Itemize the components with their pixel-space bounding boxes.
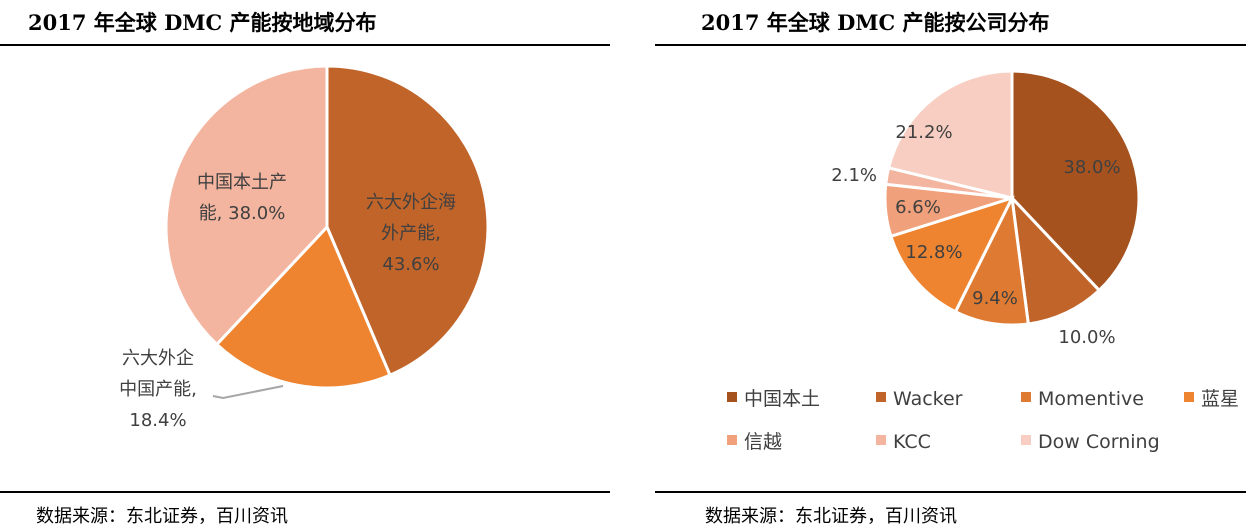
right-chart-title: 2017 年全球 DMC 产能按公司分布 [701,10,1050,35]
left-title-rule [0,44,610,46]
right-slice-1-value-label: 38.0% [1063,157,1120,178]
right-legend-label-7: Dow Corning [1038,431,1160,453]
right-slice-3-value-label: 9.4% [972,288,1018,309]
right-legend-swatch-6 [876,435,886,445]
right-legend-swatch-1 [727,392,737,402]
right-legend-swatch-4 [1184,392,1194,402]
right-legend-label-6: KCC [893,431,931,453]
left-slice-3-label-line-2: 能, 38.0% [199,203,286,224]
left-slice-1-label-line-1: 六大外企海 [366,192,456,213]
right-legend-label-1: 中国本土 [744,388,820,410]
left-pie-slice-2 [214,224,392,390]
right-legend-label-2: Wacker [893,388,963,410]
left-slice-2-label-line-2: 中国产能, [119,379,197,400]
right-pie-slice-1 [1010,69,1141,293]
left-pie-slice-3 [164,64,329,347]
left-slice-1-label-line-3: 43.6% [382,254,439,275]
right-legend-label-5: 信越 [744,431,782,453]
right-legend-label-3: Momentive [1038,388,1144,410]
left-slice-2-label-line-3: 18.4% [129,410,186,431]
left-chart-panel: 2017 年全球 DMC 产能按地域分布 六大外企海 外产能, 43.6% 六大外企中… [0,0,610,531]
left-pie-slice-1 [325,64,490,378]
right-slice-6-value-label: 2.1% [831,165,877,186]
right-source-note: 数据来源：东北证券，百川资讯 [705,506,957,527]
right-title-rule [655,44,1246,46]
right-legend-swatch-2 [876,392,886,402]
left-leader-line [212,385,284,400]
left-slice-2-label-line-1: 六大外企 [122,348,194,369]
right-pie-slice-2 [1009,193,1102,326]
right-legend-swatch-3 [1021,392,1031,402]
right-pie-slice-7 [886,69,1014,200]
right-slice-5-value-label: 6.6% [895,197,941,218]
left-slice-3-label-line-1: 中国本土产 [197,172,287,193]
right-legend-swatch-7 [1021,435,1031,445]
left-source-note: 数据来源：东北证券，百川资讯 [36,506,288,527]
right-slice-7-value-label: 21.2% [895,122,952,143]
right-pie-slice-4 [889,195,1015,314]
right-pie-chart: 38.0% 10.0% 9.4% 12.8% 6.6% 2.1% 21.2% 中国本土 Wack… [727,69,1239,453]
right-legend-label-4: 蓝星 [1201,388,1239,410]
right-legend-swatch-5 [727,435,737,445]
right-slice-2-value-label: 10.0% [1058,327,1115,348]
left-slice-1-label-line-2: 外产能, [381,223,441,244]
right-chart-panel: 2017 年全球 DMC 产能按公司分布 38.0% 10.0% 9.4% 12.8%… [655,0,1246,531]
right-slice-4-value-label: 12.8% [905,242,962,263]
left-source-rule [0,491,610,493]
left-chart-title: 2017 年全球 DMC 产能按地域分布 [28,10,377,35]
right-source-rule [655,491,1246,493]
